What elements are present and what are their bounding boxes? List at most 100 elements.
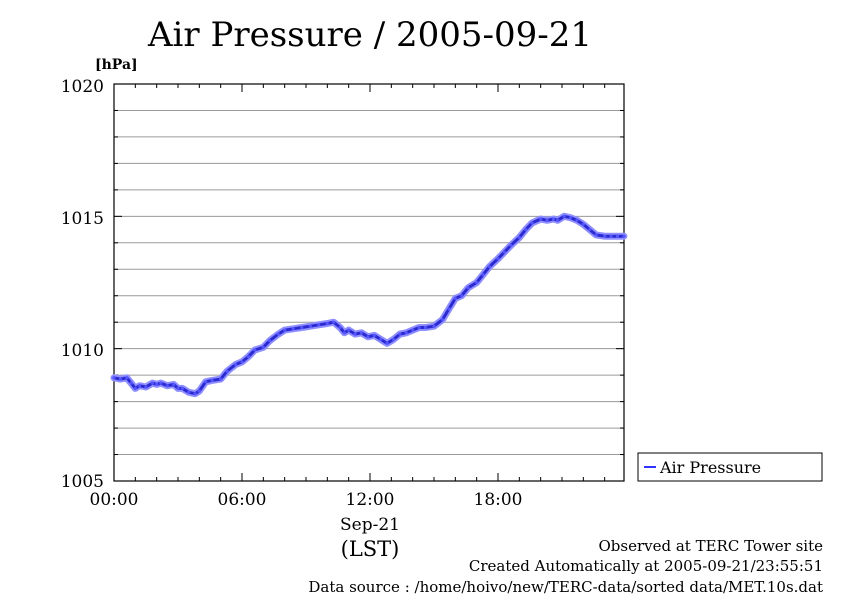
legend-box	[637, 452, 823, 482]
data-point	[308, 324, 312, 328]
x-tick-label-0600: 06:00	[218, 490, 267, 510]
data-point	[432, 324, 436, 328]
data-point	[562, 214, 566, 218]
data-point	[332, 320, 336, 324]
data-point	[447, 307, 451, 311]
data-point	[172, 382, 176, 386]
data-point	[411, 328, 415, 332]
data-point	[391, 337, 396, 341]
data-point	[568, 216, 573, 220]
x-tick-label-1200: 12:00	[346, 490, 395, 510]
data-point	[317, 323, 321, 327]
data-point	[615, 234, 620, 238]
data-point	[423, 325, 428, 330]
data-point	[460, 294, 464, 298]
data-point	[609, 234, 613, 238]
data-point	[487, 265, 492, 269]
grid-lines	[114, 109, 624, 456]
data-point	[347, 328, 351, 332]
plot-frame	[113, 83, 625, 482]
footer-created-timestamp: Created Automatically at 2005-09-21/23:5…	[469, 557, 823, 575]
data-point	[155, 382, 159, 386]
data-point	[475, 280, 479, 285]
data-point	[219, 377, 223, 381]
data-point	[187, 390, 191, 394]
data-point	[133, 386, 137, 390]
data-point	[594, 233, 598, 237]
y-tick-label-1010: 1010	[61, 341, 104, 361]
data-point	[404, 331, 408, 335]
y-tick-label-1005: 1005	[61, 472, 104, 492]
x-tick-label-1800: 18:00	[474, 490, 523, 510]
data-point	[129, 381, 133, 385]
data-point	[398, 332, 402, 336]
data-point	[246, 355, 250, 359]
data-point	[338, 325, 342, 330]
y-tick-label-1020: 1020	[61, 77, 104, 97]
data-point	[353, 332, 357, 336]
data-point	[453, 296, 457, 300]
data-point	[530, 221, 534, 225]
data-point	[159, 381, 163, 385]
data-point	[261, 345, 265, 349]
data-point	[240, 360, 244, 364]
data-point	[417, 325, 421, 330]
data-point	[588, 228, 592, 232]
data-point	[300, 325, 304, 330]
data-point	[253, 348, 257, 352]
data-point	[165, 384, 169, 388]
data-point	[481, 273, 485, 277]
y-tick-label-1015: 1015	[61, 209, 104, 229]
data-point	[385, 341, 389, 345]
data-point	[539, 217, 543, 221]
data-point	[144, 385, 148, 389]
x-tick-label-0000: 00:00	[90, 490, 139, 510]
data-point	[575, 218, 579, 222]
data-point	[440, 318, 445, 322]
chart-title: Air Pressure / 2005-09-21	[147, 15, 592, 55]
data-point	[325, 321, 329, 326]
footer-observed-site: Observed at TERC Tower site	[598, 537, 823, 555]
legend-label-air-pressure: Air Pressure	[659, 458, 761, 477]
data-point	[509, 243, 513, 247]
y-axis-unit-label: [hPa]	[95, 57, 138, 73]
data-point	[176, 386, 180, 390]
data-point	[276, 332, 280, 336]
series-air-pressure	[110, 212, 628, 398]
x-axis-timezone-label: (LST)	[341, 537, 400, 561]
data-point	[366, 335, 370, 339]
data-point	[603, 234, 607, 238]
axis-ticks	[113, 83, 624, 482]
data-point	[268, 339, 272, 343]
data-point	[225, 369, 229, 373]
data-point	[502, 250, 506, 254]
data-point	[291, 327, 295, 331]
data-point	[210, 378, 214, 382]
data-point	[150, 381, 154, 385]
data-point	[517, 235, 521, 240]
data-point	[283, 328, 287, 332]
data-point	[112, 376, 116, 380]
data-point	[342, 331, 346, 335]
data-point	[138, 384, 142, 388]
data-point	[466, 286, 470, 290]
data-point	[372, 333, 376, 337]
data-point	[197, 389, 201, 393]
data-point	[581, 222, 585, 226]
data-point	[125, 376, 129, 380]
legend: Air Pressure	[637, 452, 823, 482]
data-point	[359, 331, 364, 335]
data-point	[379, 337, 383, 341]
x-axis-date-label: Sep-21	[340, 515, 400, 535]
data-point	[551, 217, 556, 221]
data-point	[556, 218, 560, 222]
data-point	[545, 218, 549, 222]
data-point	[524, 228, 528, 232]
data-point	[234, 362, 238, 367]
data-point	[622, 234, 626, 238]
data-point	[193, 392, 197, 396]
data-point	[204, 380, 208, 384]
data-point	[118, 377, 122, 381]
footer-data-source: Data source : /home/hoivo/new/TERC-data/…	[308, 578, 823, 595]
